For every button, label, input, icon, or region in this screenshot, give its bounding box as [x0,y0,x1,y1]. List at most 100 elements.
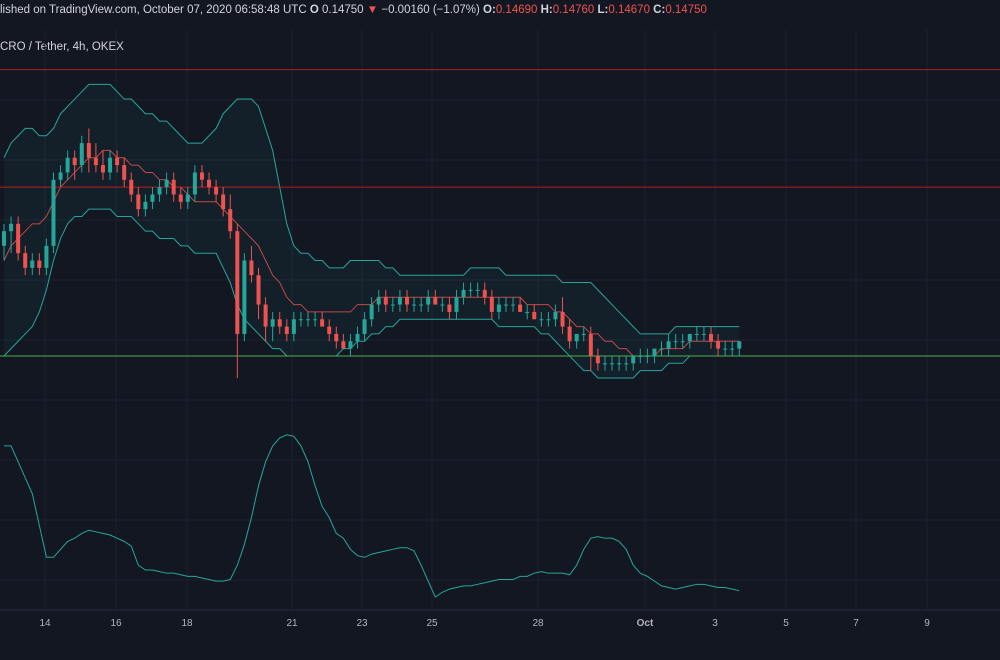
candle-body [355,333,360,342]
candle-body [482,289,487,298]
candle-body [376,297,381,305]
bandwidth-indicator [4,434,740,598]
candle-body [30,260,35,268]
candle-body [185,194,190,202]
candle-body [588,333,593,356]
candle-body [567,326,572,342]
candle-body [581,333,586,335]
candles [2,128,742,378]
candle-body [723,348,728,350]
x-tick-label: 3 [712,618,718,629]
candle-body [171,179,176,195]
candle-body [701,333,706,335]
candle-body [737,341,742,349]
candle-body [143,201,148,210]
candle-body [694,333,699,335]
x-axis: 14 16 18 21 23 25 28 Oct 3 5 7 9 [39,618,930,629]
candle-body [136,194,141,210]
candle-body [595,355,600,364]
candle-body [468,289,473,291]
candle-body [404,297,409,305]
ohlc-open-label: O: [483,4,496,16]
candle-body [631,355,636,364]
candle-body [511,304,516,306]
candle-body [341,341,346,349]
x-tick-label: 21 [286,618,298,629]
candle-body [433,297,438,305]
candle-body [157,187,162,195]
candle-body [235,231,240,334]
ohlc-high-value: 0.14760 [552,4,595,16]
candle-body [518,304,523,312]
ohlc-low-value: 0.14670 [608,4,650,16]
candle-body [687,333,692,342]
candle-body [496,304,501,312]
candle-body [673,341,678,343]
candle-body [666,341,671,349]
candle-body [426,297,431,305]
bollinger-band-area [3,83,740,379]
candle-body [150,194,155,202]
candle-body [192,172,197,195]
candle-body [369,304,374,320]
candle-body [291,319,296,334]
down-arrow-icon: ▼ [366,4,379,16]
x-tick-label: 16 [110,618,122,629]
candle-body [270,319,275,327]
candle-body [532,311,537,320]
candle-body [574,333,579,342]
candle-body [214,187,219,195]
candle-body [617,363,622,365]
candle-body [44,245,49,268]
candle-body [9,223,14,232]
candle-body [539,319,544,321]
candle-body [419,304,424,306]
candle-body [348,341,353,349]
candle-body [475,289,480,291]
candle-body [115,157,120,166]
candle-body [320,319,325,327]
candle-body [560,311,565,327]
candle-body [37,260,42,268]
candle-body [256,275,261,305]
candle-body [652,348,657,356]
price-change: −0.00160 (−1.07%) [381,4,480,16]
candle-body [383,297,388,305]
candle-body [489,297,494,312]
candle-body [447,304,452,312]
x-tick-label: 7 [853,618,859,629]
candle-body [207,179,212,188]
candle-body [86,143,91,158]
x-tick-label: 23 [356,618,368,629]
candle-body [79,143,84,166]
candle-body [461,289,466,298]
chart-grid [0,30,1000,611]
candle-body [709,333,713,342]
candle-body [645,355,650,357]
candle-body [313,319,318,321]
candle-body [100,165,105,173]
candle-body [730,348,735,350]
x-tick-label: 14 [39,618,51,629]
x-tick-label: 9 [924,618,930,629]
candle-body [221,194,226,210]
open-label-fragment: O [309,4,319,16]
last-price: 0.14750 [322,4,364,16]
bandwidth-line [4,434,740,598]
candle-body [298,319,303,321]
candle-body [277,319,282,327]
candle-body [412,304,417,306]
candle-body [129,179,134,195]
x-tick-label: Oct [637,618,654,629]
candle-body [334,333,339,342]
candle-body [72,157,77,166]
candle-body [122,165,127,180]
candle-body [602,363,607,365]
candle-body [546,319,551,321]
candle-body [2,231,6,246]
candle-body [503,304,508,306]
candle-body [65,157,70,173]
candle-body [228,209,233,232]
candle-body [164,179,169,188]
